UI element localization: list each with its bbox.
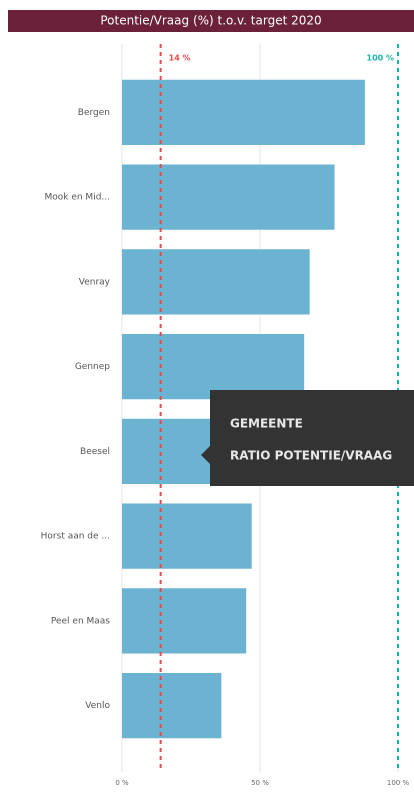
bar <box>122 79 365 146</box>
bar <box>122 249 310 315</box>
y-tick-label: Bergen <box>78 108 110 118</box>
reference-label: 14 % <box>169 54 191 63</box>
y-tick-label: Beesel <box>80 447 110 457</box>
title-bar <box>8 10 414 32</box>
reference-label: 100 % <box>367 54 395 63</box>
bar <box>122 333 305 400</box>
chart-title: Potentie/Vraag (%) t.o.v. target 2020 <box>100 14 321 28</box>
tooltip-text: GEMEENTE <box>230 417 303 431</box>
x-tick-label: 0 % <box>115 779 129 787</box>
y-tick-label: Horst aan de ... <box>41 532 110 542</box>
bar <box>122 588 247 654</box>
tooltip: GEMEENTE RATIO POTENTIE/VRAAG <box>201 390 414 486</box>
y-tick-label: Gennep <box>75 362 110 372</box>
y-tick-label: Mook en Mid... <box>44 193 110 203</box>
y-tick-label: Peel en Maas <box>51 616 110 626</box>
bar <box>122 503 252 569</box>
y-tick-label: Venray <box>79 277 111 287</box>
bar <box>122 672 222 739</box>
x-tick-label: 50 % <box>251 779 269 787</box>
tooltip-pointer <box>201 446 210 464</box>
y-tick-label: Venlo <box>85 701 110 711</box>
tooltip-text: RATIO POTENTIE/VRAAG <box>230 449 392 463</box>
x-tick-label: 100 % <box>387 779 410 787</box>
tooltip-box <box>210 390 414 486</box>
bar <box>122 164 335 230</box>
